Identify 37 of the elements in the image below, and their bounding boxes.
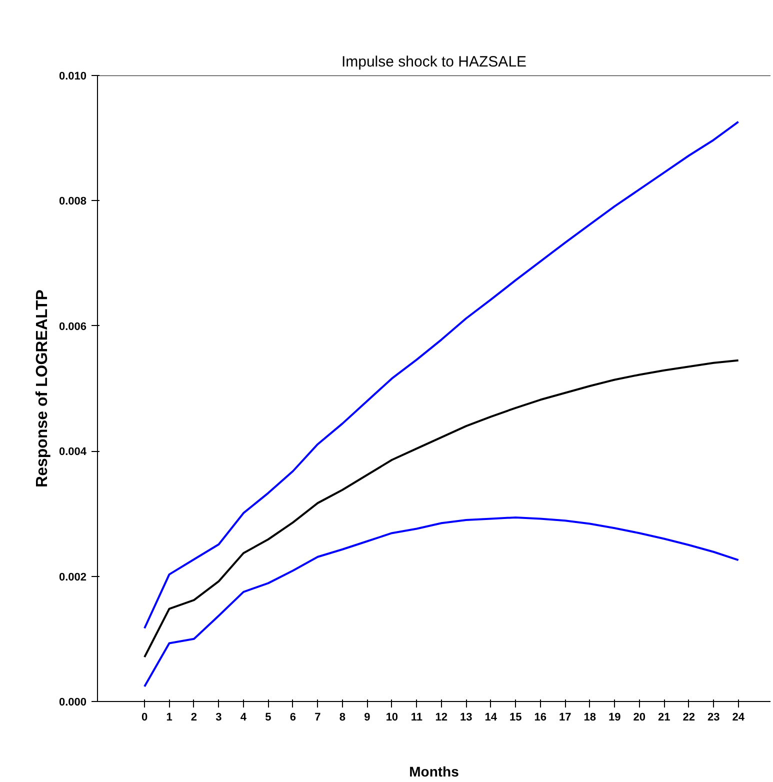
x-tick-label: 8 <box>339 712 346 724</box>
x-tick-label: 23 <box>707 712 720 724</box>
line-series <box>144 120 740 630</box>
y-axis-title: Response of LOGREALTP <box>34 289 51 488</box>
x-tick-label: 18 <box>584 712 596 724</box>
x-tick-label: 6 <box>290 712 296 724</box>
x-tick-label: 2 <box>190 712 198 724</box>
x-tick-label: 0 <box>141 712 148 724</box>
y-tick-label: 0.002 <box>58 571 87 584</box>
x-tick-label: 7 <box>314 712 321 724</box>
x-tick-label: 24 <box>732 712 746 724</box>
x-tick-label: 1 <box>166 712 172 724</box>
x-tick-label: 15 <box>510 712 522 724</box>
x-tick-label: 9 <box>364 712 370 724</box>
y-tick-label: 0.006 <box>58 320 87 333</box>
y-tick-label: 0.010 <box>58 70 87 82</box>
x-tick-label: 21 <box>658 712 670 724</box>
x-tick-label: 22 <box>682 712 695 724</box>
x-axis-title: Months <box>409 764 460 780</box>
line-series <box>144 516 740 688</box>
x-tick-label: 10 <box>386 712 398 724</box>
x-tick-label: 13 <box>460 712 472 724</box>
y-tick-label: 0.004 <box>58 446 88 458</box>
x-tick-label: 19 <box>608 712 621 724</box>
line-series <box>144 359 740 658</box>
x-tick-label: 14 <box>484 712 498 724</box>
chart-title: Impulse shock to HAZSALE <box>341 54 527 70</box>
x-tick-label: 16 <box>534 712 547 724</box>
x-tick-label: 5 <box>265 712 272 724</box>
y-tick-label: 0.000 <box>58 696 87 708</box>
x-tick-label: 11 <box>410 712 423 724</box>
x-tick-label: 20 <box>633 712 646 724</box>
x-tick-label: 17 <box>559 712 572 724</box>
x-tick-label: 4 <box>240 712 248 724</box>
y-tick-label: 0.008 <box>58 196 87 208</box>
x-tick-label: 3 <box>216 712 222 724</box>
x-tick-label: 12 <box>435 712 448 724</box>
